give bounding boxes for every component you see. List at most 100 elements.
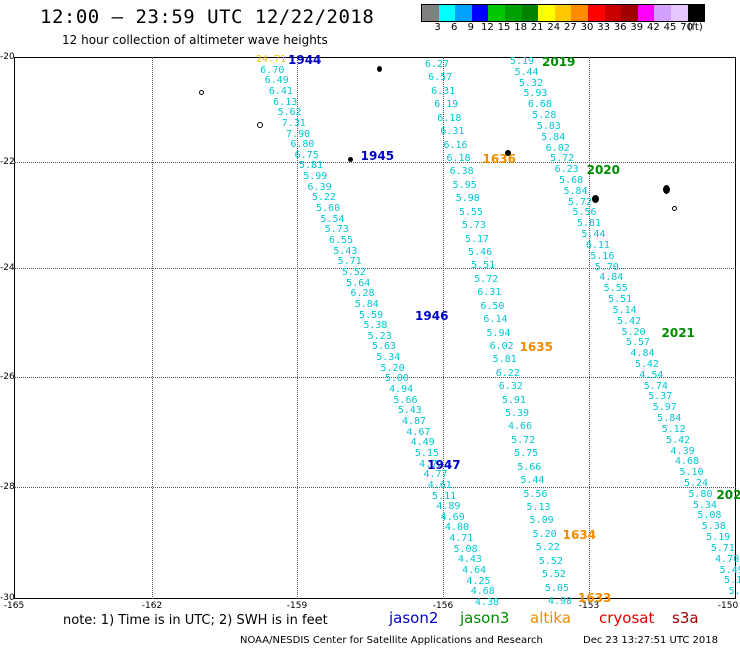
island-marker (672, 206, 677, 211)
lat-tick-label: -28 (0, 482, 15, 492)
pass-time-label: 1947 (427, 457, 461, 472)
page-subtitle: 12 hour collection of altimeter wave hei… (62, 33, 328, 47)
swh-value: 5.20 (621, 326, 646, 338)
legend-item-cryosat: cryosat (599, 609, 655, 627)
colorbar-label: 9 (467, 22, 474, 33)
swh-value: 5.14 (612, 304, 637, 316)
swh-value: 5.46 (468, 246, 493, 258)
swh-value: 5.52 (341, 266, 366, 278)
map-plot-frame (14, 57, 736, 599)
colorbar-label: 45 (663, 22, 677, 33)
swh-value: 5.57 (625, 337, 651, 349)
swh-value: 5.51 (471, 260, 496, 272)
swh-value: 6.28 (350, 288, 375, 300)
grid-line-lon (297, 57, 298, 599)
grid-line-lat (14, 268, 736, 269)
swh-value: 5.22 (535, 542, 560, 554)
swh-value: 5.62 (277, 107, 302, 119)
swh-value: 6.02 (545, 142, 570, 154)
swh-value: 6.70 (260, 64, 285, 76)
swh-value: 5.08 (453, 543, 478, 555)
swh-value: 5.73 (324, 224, 349, 236)
swh-value: 5.71 (710, 542, 735, 554)
lon-tick-label: -156 (432, 601, 454, 611)
lon-tick-label: -159 (286, 601, 308, 611)
legend-item-s3a: s3a (672, 609, 699, 627)
swh-value: 5.72 (567, 196, 593, 208)
colorbar-label: 12 (481, 22, 494, 33)
swh-value: 5.43 (333, 245, 358, 257)
colorbar-label: 27 (564, 22, 577, 33)
swh-value: 6.49 (264, 75, 289, 87)
pass-time-label: 1636 (482, 151, 516, 166)
swh-value: 6.18 (437, 112, 462, 124)
swh-value: 5.66 (393, 394, 418, 406)
pass-time-label: 1635 (519, 339, 553, 354)
swh-value: 7.90 (286, 128, 311, 140)
swh-value: 4.25 (466, 575, 491, 587)
swh-value: 6.18 (446, 152, 471, 164)
swh-value: 4.84 (630, 348, 655, 360)
swh-value: 5.18 (724, 575, 740, 587)
colorbar-label: 39 (630, 22, 644, 33)
colorbar-swatch (471, 5, 489, 21)
grid-line-lat (14, 162, 736, 163)
colorbar-swatch (455, 5, 472, 21)
swh-value: 5.19 (706, 532, 731, 544)
swh-value: 4.64 (462, 565, 487, 577)
colorbar-label: 42 (647, 22, 660, 33)
swh-value: 5.55 (603, 283, 628, 295)
colorbar-label: 36 (613, 22, 627, 33)
colorbar-swatch (621, 5, 638, 21)
swh-value: 24.71 (256, 54, 287, 65)
swh-value: 6.39 (307, 181, 332, 193)
swh-value: 4.68 (470, 586, 495, 598)
colorbar-label: 18 (514, 22, 527, 33)
swh-value: 4.94 (389, 384, 414, 396)
colorbar-label: 30 (580, 22, 594, 33)
legend-item-altika: altika (530, 609, 572, 627)
island-marker (505, 150, 511, 156)
swh-value: 5.80 (688, 488, 713, 500)
swh-value: 5.43 (397, 405, 422, 417)
island-marker (348, 157, 353, 162)
swh-value: 5.94 (486, 327, 511, 339)
swh-value: 5.63 (371, 341, 397, 353)
swh-value: 5.70 (594, 261, 619, 273)
swh-value: 5.42 (617, 315, 642, 327)
swh-value: 5.23 (367, 330, 392, 342)
lon-tick-label: -162 (141, 601, 163, 611)
swh-value: 6.23 (554, 164, 579, 176)
swh-value: 6.14 (483, 314, 508, 326)
pass-time-label: 1946 (415, 308, 449, 323)
colorbar-swatch (554, 5, 572, 21)
swh-value: 4.77 (423, 469, 448, 481)
swh-value: 4.70 (715, 553, 740, 565)
swh-value: 5.24 (683, 477, 709, 489)
swh-value: 4.49 (410, 437, 435, 449)
pass-time-label: 202 (716, 487, 740, 502)
swh-value: 5.84 (354, 298, 379, 310)
swh-value: 7.31 (281, 117, 306, 129)
swh-value: 5.72 (550, 153, 575, 165)
swh-value: 5.73 (461, 220, 486, 232)
swh-value: 5.08 (697, 510, 722, 522)
lon-tick-label: -153 (578, 601, 600, 611)
swh-value: 5.22 (311, 192, 336, 204)
swh-value: 5.81 (576, 218, 601, 230)
island-marker (592, 195, 599, 203)
swh-value: 5.68 (559, 175, 584, 187)
swh-value: 6.31 (477, 287, 502, 299)
swh-value: 5.51 (608, 294, 633, 306)
swh-value: 4.61 (427, 479, 452, 491)
grid-line-lat (14, 377, 736, 378)
colorbar-swatch (538, 5, 555, 21)
swh-value: 5.95 (452, 179, 477, 191)
swh-value: 6.50 (480, 300, 505, 312)
lon-tick-label: -150 (717, 601, 739, 611)
swh-value: 5.38 (701, 521, 726, 533)
colorbar-label: 21 (530, 22, 544, 33)
swh-value: 5.54 (320, 213, 345, 225)
colorbar-swatch (687, 5, 705, 21)
grid-line-lon (152, 57, 153, 599)
